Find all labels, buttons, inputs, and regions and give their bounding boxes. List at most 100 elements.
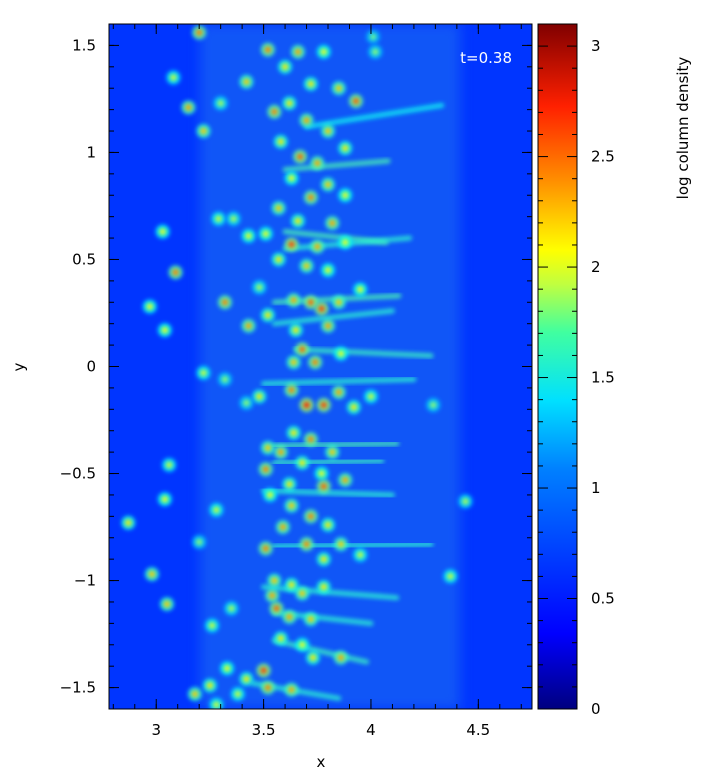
density-clump [217,372,232,387]
density-clump [168,265,183,280]
density-clump [310,156,325,171]
density-clump [159,597,174,612]
filament [282,158,391,173]
density-clump [293,149,308,164]
density-clump [305,650,320,665]
density-clump [217,295,232,310]
x-tick-label: 3 [151,721,161,739]
density-clump [267,573,282,588]
y-axis: 1.5 1 0.5 0 −0.5 −1 −1.5 [60,23,532,710]
density-clump [181,100,196,115]
density-clump [211,211,226,226]
density-clump [286,425,301,440]
x-tick-label: 4.5 [466,721,490,739]
density-clump [338,188,353,203]
y-tick-label: 1.5 [72,36,96,54]
filament [293,346,434,359]
colorbar-tick-label: 3 [591,37,601,55]
density-clump [252,280,267,295]
colorbar-axis: 0 0.5 1 1.5 2 2.5 3 [538,23,615,718]
density-clump [166,70,181,85]
density-clump [299,258,314,273]
density-clump [346,400,361,415]
density-clump [196,124,211,139]
density-clump [316,579,331,594]
density-clump [303,295,318,310]
density-clump [299,398,314,413]
colorbar-tick-label: 1 [591,479,601,497]
filament [271,441,400,449]
density-clump [333,537,348,552]
density-clump [162,457,177,472]
filament [261,488,395,498]
density-clump [275,520,290,535]
density-clump [321,263,336,278]
density-clump [273,134,288,149]
y-tick-label: −0.5 [60,465,96,483]
density-clump [260,440,275,455]
density-clump [196,365,211,380]
y-tick-label: −1.5 [60,679,96,697]
density-clump [314,301,329,316]
density-clump [284,237,299,252]
density-clump [299,537,314,552]
density-clump [321,318,336,333]
density-clump [263,487,278,502]
density-clump [308,355,323,370]
colorbar [538,24,577,709]
density-clump [363,389,378,404]
density-clump [278,59,293,74]
clumps-layer [121,25,473,709]
density-clump [284,383,299,398]
density-clump [299,113,314,128]
density-clump [314,466,329,481]
density-clump [267,104,282,119]
density-clump [282,477,297,492]
density-clump [260,308,275,323]
density-clump [331,81,346,96]
density-clump [192,25,207,40]
density-clump [202,678,217,693]
density-clump [366,29,381,44]
density-clump [368,44,383,59]
density-clump [333,346,348,361]
density-clump [205,618,220,633]
density-clump [303,76,318,91]
density-clump [284,498,299,513]
density-clump [295,637,310,652]
density-clump [142,299,157,314]
density-clump [224,601,239,616]
density-clump [213,96,228,111]
density-clump [260,680,275,695]
filament [271,638,370,665]
density-clump [157,323,172,338]
density-clump [241,318,256,333]
density-clump [290,44,305,59]
filament [304,102,445,130]
density-clump [295,586,310,601]
density-clump [258,541,273,556]
colorbar-tick-label: 0 [591,700,601,718]
y-tick-label: 1 [86,143,96,161]
filament [271,308,395,327]
density-clump [209,697,224,709]
filament [261,376,417,387]
density-clump [187,687,202,702]
y-tick-label: −1 [74,572,96,590]
y-axis-label: y [10,362,28,371]
colorbar-frame [537,23,578,710]
x-tick-label: 3.5 [252,721,276,739]
density-clump [443,569,458,584]
density-clump [458,494,473,509]
density-clump [192,535,207,550]
density-band [200,24,460,709]
density-clump [303,509,318,524]
density-clump [295,455,310,470]
x-tick-label: 4 [366,721,376,739]
density-clump [239,74,254,89]
colorbar-tick-label: 0.5 [591,590,615,608]
density-clump [239,672,254,687]
density-clump [284,682,299,697]
density-clump [220,661,235,676]
